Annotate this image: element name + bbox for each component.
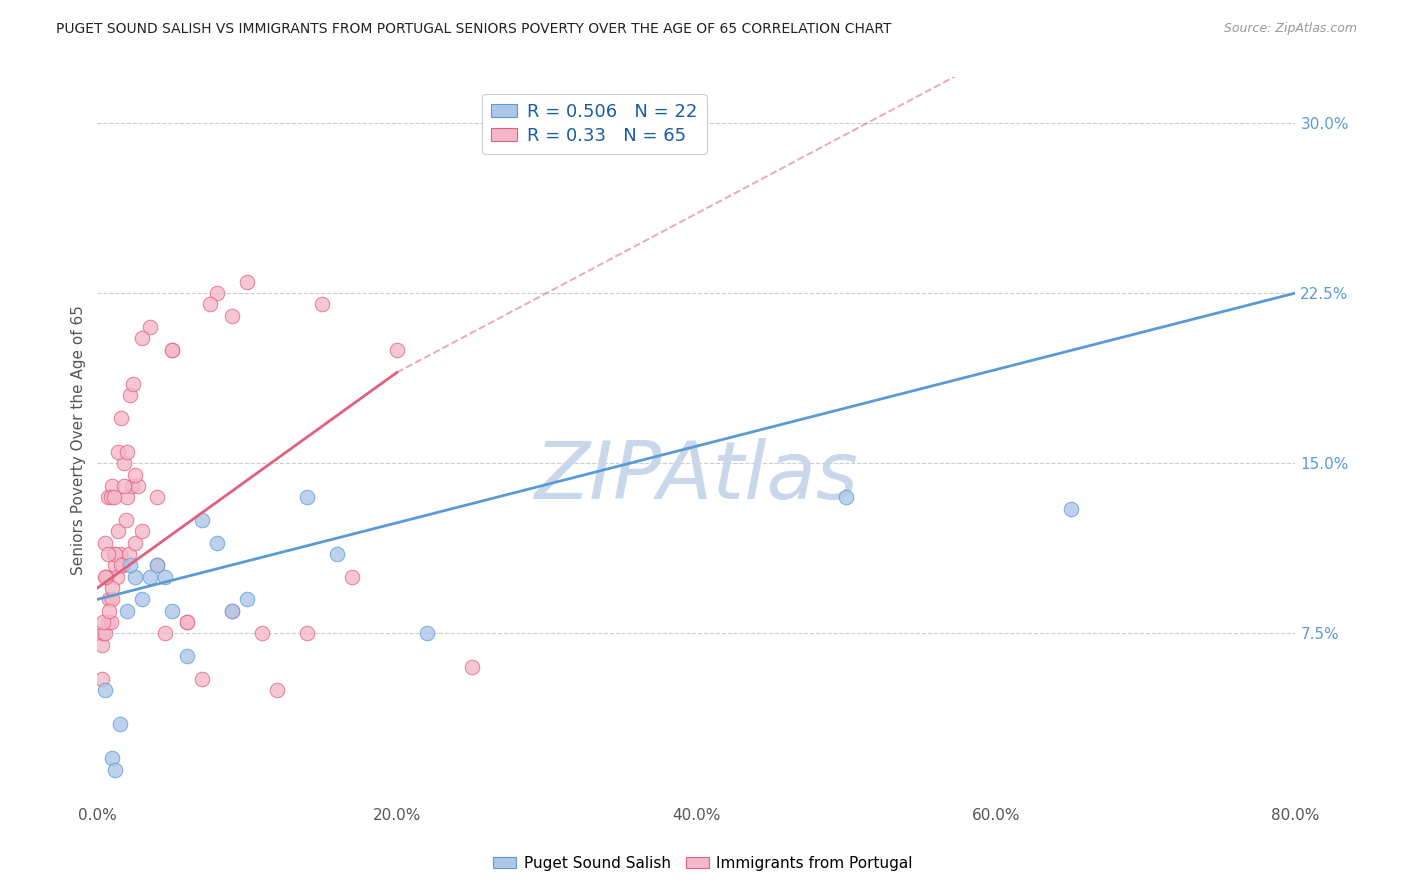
Point — [146, 490, 169, 504]
Point — [94, 626, 117, 640]
Point — [139, 570, 162, 584]
Point — [108, 547, 131, 561]
Point — [100, 490, 122, 504]
Point — [98, 592, 121, 607]
Point — [117, 445, 139, 459]
Point — [101, 581, 124, 595]
Point — [221, 309, 243, 323]
Point — [97, 490, 120, 504]
Point — [122, 376, 145, 391]
Point — [153, 570, 176, 584]
Point — [105, 570, 128, 584]
Point — [110, 558, 132, 573]
Point — [94, 683, 117, 698]
Text: Source: ZipAtlas.com: Source: ZipAtlas.com — [1223, 22, 1357, 36]
Point — [114, 513, 136, 527]
Point — [118, 547, 141, 561]
Point — [94, 570, 117, 584]
Point — [103, 547, 125, 561]
Point — [198, 297, 221, 311]
Point — [139, 320, 162, 334]
Point — [131, 592, 153, 607]
Point — [266, 683, 288, 698]
Point — [117, 490, 139, 504]
Point — [153, 626, 176, 640]
Point — [97, 547, 120, 561]
Point — [112, 479, 135, 493]
Point — [416, 626, 439, 640]
Legend: Puget Sound Salish, Immigrants from Portugal: Puget Sound Salish, Immigrants from Port… — [486, 850, 920, 877]
Point — [103, 490, 125, 504]
Point — [146, 558, 169, 573]
Point — [131, 524, 153, 539]
Point — [98, 604, 121, 618]
Point — [96, 570, 118, 584]
Point — [461, 660, 484, 674]
Point — [236, 592, 259, 607]
Point — [326, 547, 349, 561]
Point — [107, 524, 129, 539]
Legend: R = 0.506   N = 22, R = 0.33   N = 65: R = 0.506 N = 22, R = 0.33 N = 65 — [482, 94, 707, 154]
Point — [1060, 501, 1083, 516]
Point — [124, 570, 146, 584]
Point — [104, 763, 127, 777]
Point — [160, 343, 183, 357]
Point — [94, 535, 117, 549]
Point — [146, 558, 169, 573]
Point — [110, 410, 132, 425]
Point — [90, 672, 112, 686]
Point — [124, 467, 146, 482]
Point — [236, 275, 259, 289]
Point — [205, 286, 228, 301]
Point — [111, 558, 134, 573]
Point — [112, 456, 135, 470]
Point — [120, 388, 142, 402]
Point — [221, 604, 243, 618]
Text: ZIPAtlas: ZIPAtlas — [534, 438, 858, 516]
Point — [160, 604, 183, 618]
Point — [191, 672, 214, 686]
Point — [120, 558, 142, 573]
Point — [311, 297, 333, 311]
Point — [385, 343, 408, 357]
Point — [96, 570, 118, 584]
Point — [104, 547, 127, 561]
Point — [107, 445, 129, 459]
Point — [191, 513, 214, 527]
Point — [90, 638, 112, 652]
Point — [205, 535, 228, 549]
Point — [221, 604, 243, 618]
Point — [295, 490, 318, 504]
Y-axis label: Seniors Poverty Over the Age of 65: Seniors Poverty Over the Age of 65 — [72, 306, 86, 575]
Point — [835, 490, 858, 504]
Point — [176, 615, 198, 629]
Point — [93, 615, 115, 629]
Point — [176, 615, 198, 629]
Point — [93, 626, 115, 640]
Point — [124, 535, 146, 549]
Point — [340, 570, 363, 584]
Point — [100, 615, 122, 629]
Point — [127, 479, 149, 493]
Point — [160, 343, 183, 357]
Point — [97, 615, 120, 629]
Point — [101, 592, 124, 607]
Point — [108, 717, 131, 731]
Point — [117, 604, 139, 618]
Point — [121, 479, 143, 493]
Point — [295, 626, 318, 640]
Point — [250, 626, 273, 640]
Point — [176, 649, 198, 664]
Point — [104, 558, 127, 573]
Point — [101, 751, 124, 765]
Point — [131, 331, 153, 345]
Point — [101, 479, 124, 493]
Text: PUGET SOUND SALISH VS IMMIGRANTS FROM PORTUGAL SENIORS POVERTY OVER THE AGE OF 6: PUGET SOUND SALISH VS IMMIGRANTS FROM PO… — [56, 22, 891, 37]
